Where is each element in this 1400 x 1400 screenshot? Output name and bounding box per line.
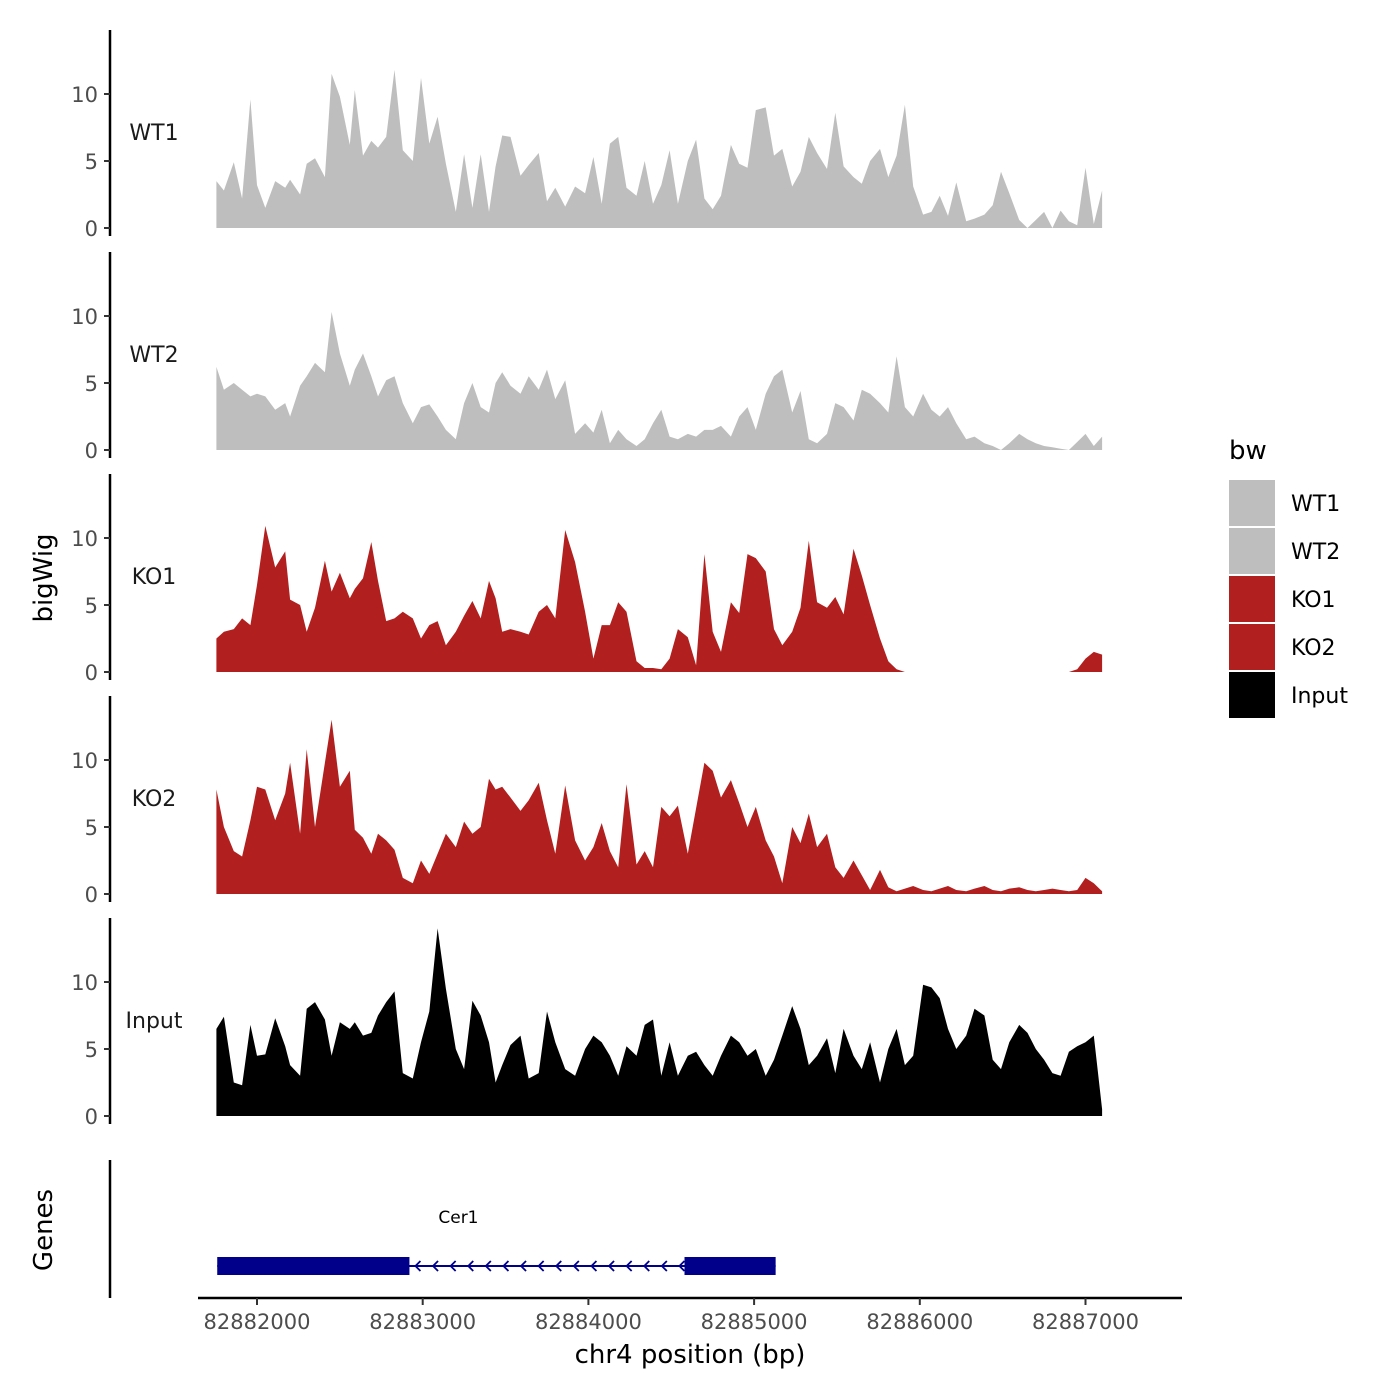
y-tick-label: 5	[85, 1038, 98, 1062]
gene-name: Cer1	[438, 1208, 478, 1228]
genes-track-label: Genes	[29, 1189, 59, 1271]
y-tick-label: 0	[85, 439, 98, 463]
x-axis: 82882000 82883000 82884000 82885000 82886000…	[198, 1296, 1182, 1334]
strand-arrow	[607, 1260, 615, 1272]
strand-arrow	[519, 1260, 527, 1272]
signal-panels: 0 5 10 WT1 0 5 10 WT2 0 5 10 KO1 0 5 10 KO2 0 5 10 Input	[71, 30, 1103, 1129]
strand-arrow	[572, 1260, 580, 1272]
y-tick-label: 0	[85, 1105, 98, 1129]
panel-wt2: 0 5 10 WT2	[71, 252, 1103, 463]
y-tick-label: 0	[85, 217, 98, 241]
gene-exon	[684, 1257, 776, 1275]
strand-arrow	[414, 1260, 422, 1272]
x-tick-label: 82887000	[1032, 1310, 1139, 1334]
y-axis-label: bigWig	[29, 533, 59, 622]
track-label: Input	[126, 1009, 183, 1034]
panel-ko1: 0 5 10 KO1	[71, 474, 1103, 685]
track-label: WT2	[129, 343, 178, 368]
legend-key-input	[1229, 672, 1275, 718]
legend: bw WT1 WT2 KO1 KO2 Input	[1229, 436, 1348, 718]
genes-track: Cer1	[108, 1160, 776, 1298]
strand-arrow	[678, 1260, 686, 1272]
legend-label: WT1	[1291, 492, 1340, 517]
y-tick-label: 0	[85, 883, 98, 907]
area-input	[216, 928, 1103, 1116]
area-wt2	[216, 312, 1103, 450]
legend-label: KO1	[1291, 588, 1336, 613]
x-tick-label: 82885000	[701, 1310, 808, 1334]
panel-input: 0 5 10 Input	[71, 918, 1103, 1129]
strand-arrow	[537, 1260, 545, 1272]
panel-wt1: 0 5 10 WT1	[71, 30, 1103, 241]
strand-arrow	[431, 1260, 439, 1272]
strand-arrow	[642, 1260, 650, 1272]
y-tick-label: 5	[85, 816, 98, 840]
x-axis-label: chr4 position (bp)	[575, 1340, 806, 1370]
legend-key-ko2	[1229, 624, 1275, 670]
strand-arrow	[502, 1260, 510, 1272]
y-tick-label: 5	[85, 150, 98, 174]
legend-label: KO2	[1291, 636, 1336, 661]
y-tick-label: 5	[85, 372, 98, 396]
legend-key-ko1	[1229, 576, 1275, 622]
legend-label: Input	[1291, 684, 1348, 709]
gene-exon	[217, 1257, 410, 1275]
strand-arrow	[660, 1260, 668, 1272]
legend-key-wt2	[1229, 528, 1275, 574]
track-label: KO1	[132, 565, 177, 590]
x-tick-label: 82883000	[369, 1310, 476, 1334]
area-ko2	[216, 719, 1103, 894]
legend-label: WT2	[1291, 540, 1340, 565]
legend-key-wt1	[1229, 480, 1275, 526]
y-tick-label: 10	[71, 527, 98, 551]
y-tick-label: 10	[71, 83, 98, 107]
strand-arrow	[484, 1260, 492, 1272]
strand-arrow	[625, 1260, 633, 1272]
area-wt1	[216, 69, 1103, 229]
panel-ko2: 0 5 10 KO2	[71, 696, 1103, 907]
strand-arrow	[554, 1260, 562, 1272]
legend-title: bw	[1229, 436, 1267, 466]
strand-arrow	[590, 1260, 598, 1272]
x-tick-label: 82884000	[535, 1310, 642, 1334]
track-label: WT1	[129, 121, 178, 146]
y-tick-label: 10	[71, 749, 98, 773]
y-tick-label: 10	[71, 971, 98, 995]
area-ko1	[216, 525, 1103, 672]
strand-arrow	[466, 1260, 474, 1272]
y-tick-label: 5	[85, 594, 98, 618]
x-tick-label: 82882000	[204, 1310, 311, 1334]
y-tick-label: 0	[85, 661, 98, 685]
y-tick-label: 10	[71, 305, 98, 329]
x-tick-label: 82886000	[866, 1310, 973, 1334]
strand-arrow	[449, 1260, 457, 1272]
track-label: KO2	[132, 787, 177, 812]
